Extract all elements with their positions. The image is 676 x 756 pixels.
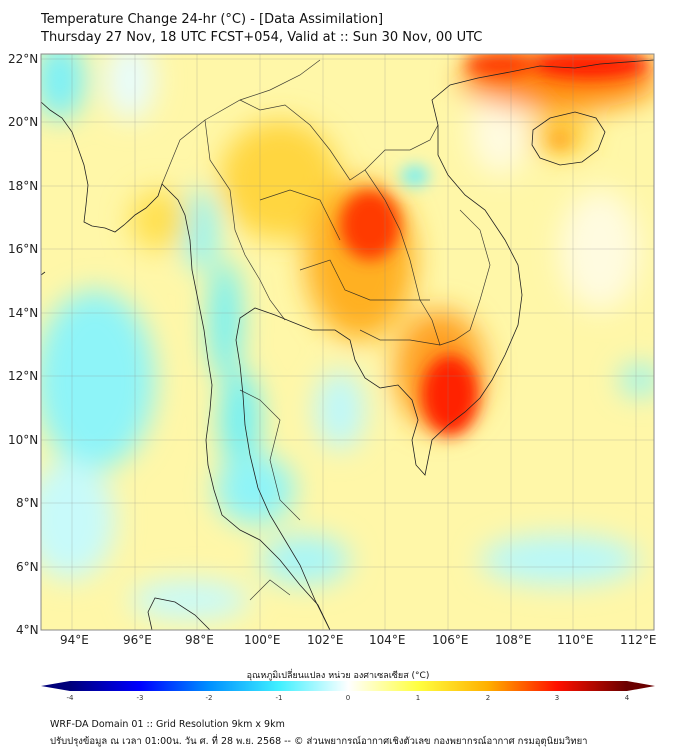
lon-label: 102°E	[307, 633, 344, 647]
colorbar-gradient	[70, 681, 627, 691]
lat-label: 18°N	[8, 179, 39, 193]
lon-label: 98°E	[185, 633, 214, 647]
colorbar-tick: 0	[345, 694, 351, 702]
lat-label: 20°N	[8, 115, 39, 129]
map-subtitle: Thursday 27 Nov, 18 UTC FCST+054, Valid …	[41, 30, 483, 45]
lat-label: 6°N	[16, 560, 39, 574]
colorbar-tick: -3	[136, 694, 144, 702]
colorbar-tick: 1	[415, 694, 421, 702]
lon-label: 106°E	[432, 633, 469, 647]
footer-credit: ปรับปรุงข้อมูล ณ เวลา 01:00น. วัน ศ. ที่…	[50, 736, 588, 747]
colorbar-max-extend	[627, 681, 655, 691]
colorbar-label: อุณหภูมิเปลี่ยนแปลง หน่วย องศาเซลเซียส (…	[246, 671, 430, 681]
colorbar-tick: -4	[66, 694, 74, 702]
colorbar-tick: 2	[485, 694, 491, 702]
lon-label: 104°E	[369, 633, 406, 647]
lat-label: 4°N	[16, 623, 39, 637]
lon-label: 94°E	[60, 633, 89, 647]
lon-label: 110°E	[557, 633, 594, 647]
colorbar-tick: -1	[275, 694, 283, 702]
lat-label: 22°N	[8, 52, 39, 66]
colorbar	[41, 681, 655, 691]
colorbar-tick: 4	[624, 694, 630, 702]
gridlines	[41, 54, 654, 630]
footer-model-info: WRF-DA Domain 01 :: Grid Resolution 9km …	[50, 719, 285, 730]
lat-label: 12°N	[8, 369, 39, 383]
borders	[161, 59, 491, 601]
coastlines	[41, 59, 654, 630]
lon-label: 108°E	[495, 633, 532, 647]
lon-label: 112°E	[620, 633, 657, 647]
lon-label: 100°E	[244, 633, 281, 647]
colorbar-tick: 3	[554, 694, 560, 702]
lat-label: 14°N	[8, 306, 39, 320]
colorbar-tick: -2	[205, 694, 213, 702]
hainan-island	[531, 111, 606, 166]
plot-frame	[40, 53, 655, 631]
temperature-field	[41, 54, 654, 630]
lat-label: 16°N	[8, 242, 39, 256]
colorbar-min-extend	[41, 681, 70, 691]
lon-label: 96°E	[123, 633, 152, 647]
lat-label: 10°N	[8, 433, 39, 447]
lat-label: 8°N	[16, 496, 39, 510]
map-title: Temperature Change 24-hr (°C) - [Data As…	[41, 12, 384, 27]
